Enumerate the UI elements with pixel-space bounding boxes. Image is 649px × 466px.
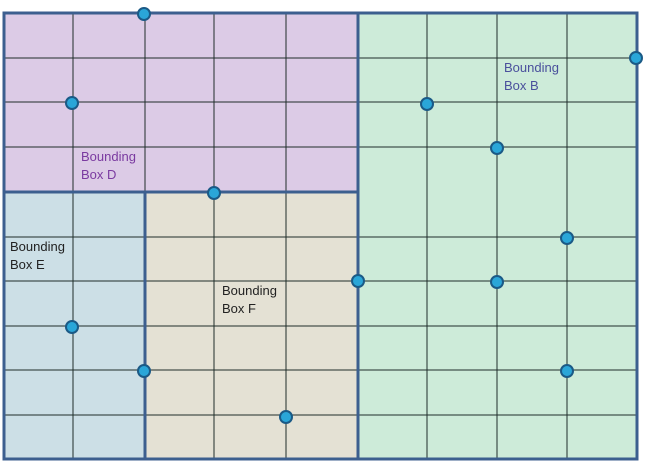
outer-frame (2, 11, 639, 461)
point-icon (65, 96, 79, 110)
box-e-label-line2: Box E (10, 257, 45, 272)
point-icon (137, 7, 151, 21)
box-f-label-line1: Bounding (222, 283, 277, 298)
point-icon (420, 97, 434, 111)
box-d-label-line2: Box D (81, 167, 116, 182)
box-e-label-line1: Bounding (10, 239, 65, 254)
point-icon (137, 364, 151, 378)
point-icon (560, 364, 574, 378)
box-b-label-line2: Box B (504, 78, 539, 93)
point-icon (65, 320, 79, 334)
point-icon (490, 141, 504, 155)
bounding-box-borders (2, 11, 639, 461)
point-icon (629, 51, 643, 65)
point-icon (279, 410, 293, 424)
points (65, 7, 643, 424)
point-icon (207, 186, 221, 200)
box-d-label-line1: Bounding (81, 149, 136, 164)
box-f-label-line2: Box F (222, 301, 256, 316)
box-b-label-line1: Bounding (504, 60, 559, 75)
point-icon (351, 274, 365, 288)
point-icon (490, 275, 504, 289)
point-icon (560, 231, 574, 245)
